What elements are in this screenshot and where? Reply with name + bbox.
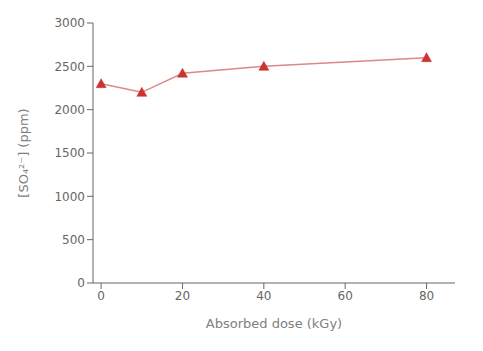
svg-text:0: 0 [97,289,105,303]
svg-text:3000: 3000 [54,16,85,30]
svg-text:500: 500 [62,233,85,247]
svg-text:2500: 2500 [54,60,85,74]
svg-text:Absorbed dose (kGy): Absorbed dose (kGy) [206,316,342,331]
svg-text:80: 80 [419,289,434,303]
svg-text:20: 20 [175,289,190,303]
svg-text:[SO₄²⁻] (ppm): [SO₄²⁻] (ppm) [16,108,31,197]
svg-text:1000: 1000 [54,190,85,204]
svg-text:1500: 1500 [54,146,85,160]
svg-text:0: 0 [77,276,85,290]
svg-text:2000: 2000 [54,103,85,117]
svg-text:40: 40 [256,289,271,303]
svg-text:60: 60 [338,289,353,303]
